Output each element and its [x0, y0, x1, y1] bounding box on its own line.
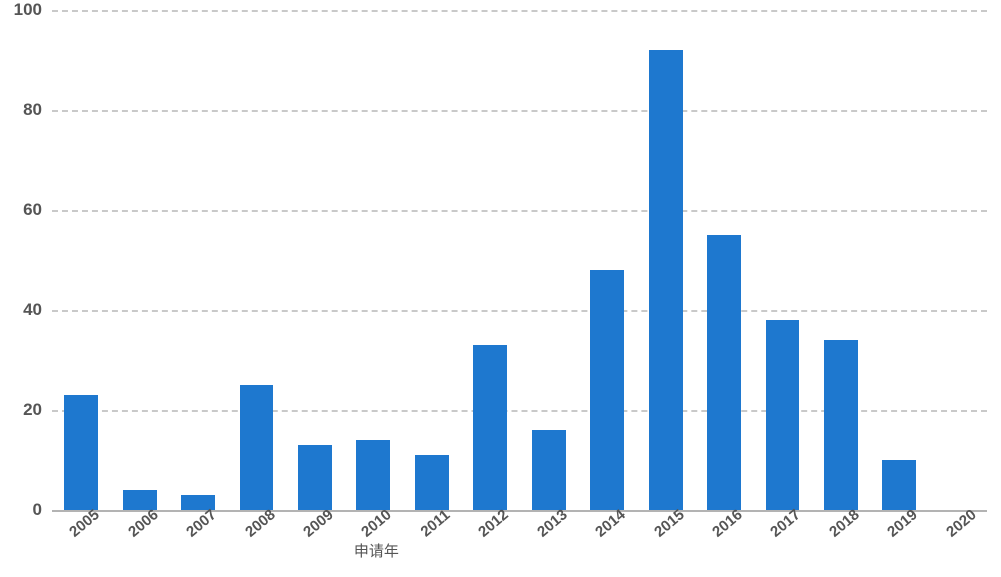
gridline: [52, 310, 987, 312]
bar: [707, 235, 741, 510]
bar: [240, 385, 274, 510]
gridline: [52, 210, 987, 212]
bar-chart: 0204060801002005200620072008200920102011…: [0, 0, 1001, 577]
gridline: [52, 10, 987, 12]
bar: [356, 440, 390, 510]
plot-area: 0204060801002005200620072008200920102011…: [52, 10, 987, 510]
bar: [532, 430, 566, 510]
bar: [590, 270, 624, 510]
x-axis-title: 申请年: [316, 540, 436, 561]
y-tick-label: 60: [23, 200, 52, 220]
bar: [824, 340, 858, 510]
y-tick-label: 0: [33, 500, 52, 520]
bar: [649, 50, 683, 510]
bar: [766, 320, 800, 510]
bar: [882, 460, 916, 510]
y-tick-label: 80: [23, 100, 52, 120]
bar: [298, 445, 332, 510]
bar: [415, 455, 449, 510]
bar: [64, 395, 98, 510]
y-tick-label: 20: [23, 400, 52, 420]
bar: [473, 345, 507, 510]
gridline: [52, 110, 987, 112]
y-tick-label: 100: [14, 0, 52, 20]
y-tick-label: 40: [23, 300, 52, 320]
